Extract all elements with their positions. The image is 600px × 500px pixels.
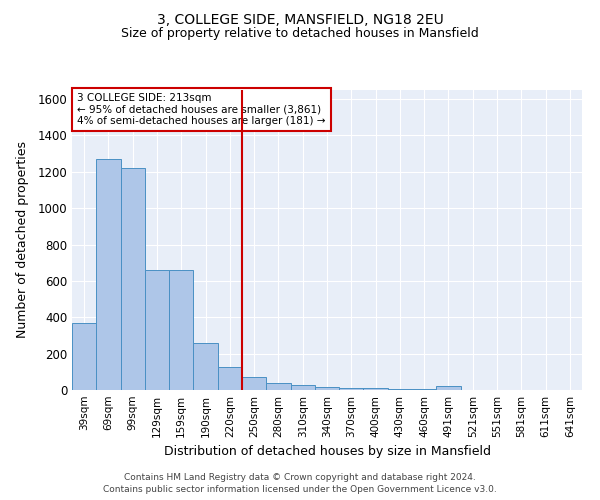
Text: 3, COLLEGE SIDE, MANSFIELD, NG18 2EU: 3, COLLEGE SIDE, MANSFIELD, NG18 2EU <box>157 12 443 26</box>
Text: 3 COLLEGE SIDE: 213sqm
← 95% of detached houses are smaller (3,861)
4% of semi-d: 3 COLLEGE SIDE: 213sqm ← 95% of detached… <box>77 93 326 126</box>
Bar <box>121 168 145 390</box>
Bar <box>242 378 266 390</box>
Bar <box>266 382 290 390</box>
Bar <box>315 386 339 390</box>
Bar <box>96 159 121 390</box>
Y-axis label: Number of detached properties: Number of detached properties <box>16 142 29 338</box>
X-axis label: Distribution of detached houses by size in Mansfield: Distribution of detached houses by size … <box>163 446 491 458</box>
Bar <box>218 368 242 390</box>
Bar <box>388 388 412 390</box>
Bar <box>364 388 388 390</box>
Text: Size of property relative to detached houses in Mansfield: Size of property relative to detached ho… <box>121 28 479 40</box>
Bar <box>193 342 218 390</box>
Text: Contains HM Land Registry data © Crown copyright and database right 2024.: Contains HM Land Registry data © Crown c… <box>124 472 476 482</box>
Bar <box>290 384 315 390</box>
Bar <box>169 270 193 390</box>
Bar <box>72 322 96 390</box>
Bar <box>145 270 169 390</box>
Bar <box>436 386 461 390</box>
Bar <box>412 389 436 390</box>
Bar <box>339 388 364 390</box>
Text: Contains public sector information licensed under the Open Government Licence v3: Contains public sector information licen… <box>103 485 497 494</box>
